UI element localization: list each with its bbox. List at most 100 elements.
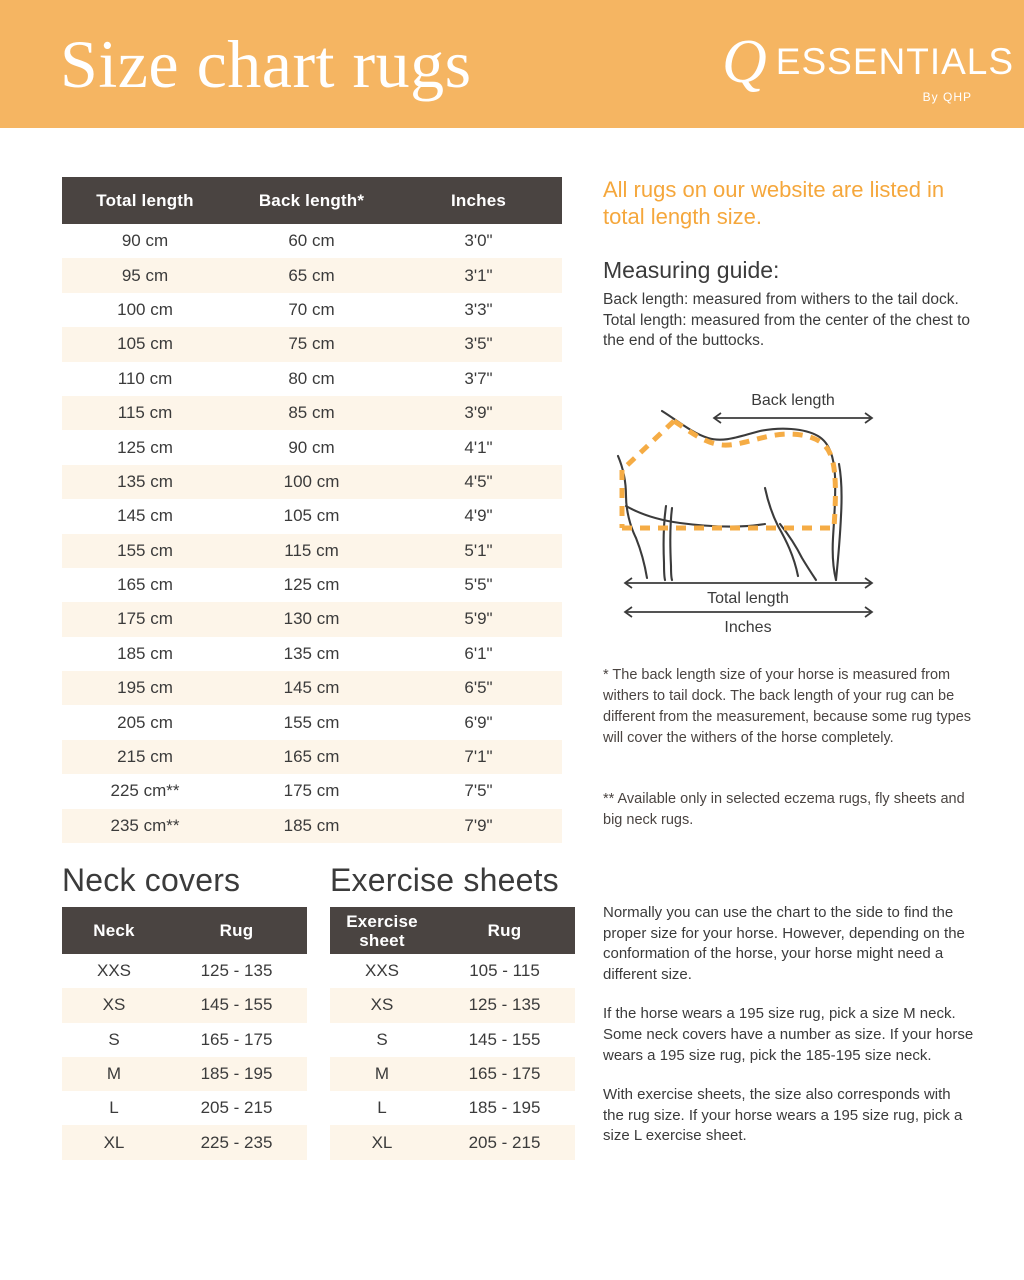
column-header-rug: Rug <box>434 907 575 954</box>
table-row: L 205 - 215 <box>62 1091 307 1125</box>
table-cell: M <box>62 1056 166 1092</box>
table-cell: 175 cm <box>283 781 340 801</box>
footnote-double-star: ** Available only in selected eczema rug… <box>603 791 965 828</box>
column-header-total-length: Total length <box>62 177 228 224</box>
rug-outline-dashed <box>619 418 838 531</box>
table-row: 90 cm 60 cm 3'0" <box>62 224 562 258</box>
table-cell: 60 cm <box>288 231 335 251</box>
table-cell: 90 cm <box>288 437 335 457</box>
neck-covers-heading: Neck covers <box>62 862 241 898</box>
table-cell: 6'1" <box>464 643 493 663</box>
accent-heading: All rugs on our website are listed in to… <box>603 177 945 229</box>
table-row: 115 cm 85 cm 3'9" <box>62 395 562 431</box>
table-cell: 235 cm** <box>62 808 228 844</box>
table-cell: 175 cm <box>62 602 228 637</box>
table-row: S 145 - 155 <box>330 1023 575 1057</box>
table-cell: 105 cm <box>283 506 340 526</box>
horse-outline <box>616 409 843 582</box>
table-cell: 70 cm <box>288 299 335 319</box>
table-cell: 185 cm <box>228 808 395 844</box>
table-cell: 145 - 155 <box>468 1029 541 1049</box>
table-cell: 155 cm <box>62 533 228 568</box>
table-cell: 85 cm <box>228 395 395 431</box>
table-row: 185 cm 135 cm 6'1" <box>62 637 562 671</box>
table-cell: 205 - 215 <box>200 1098 273 1118</box>
table-cell: L <box>377 1098 387 1118</box>
side-note-paragraph-2: If the horse wears a 195 size rug, pick … <box>603 1005 974 1064</box>
table-cell: 135 cm <box>62 464 228 500</box>
table-cell: 215 cm <box>62 739 228 775</box>
exercise-sheets-table: Exercise sheet Rug XXS 105 - 115 XS 125 - 1… <box>330 907 575 1160</box>
back-length-arrow <box>712 412 874 424</box>
table-cell: 135 cm <box>283 643 340 663</box>
table-cell: 165 - 175 <box>200 1029 273 1049</box>
table-row: S 165 - 175 <box>62 1023 307 1057</box>
table-cell: XXS <box>364 961 400 981</box>
table-cell: 80 cm <box>288 368 335 388</box>
table-cell: 3'5" <box>395 327 562 362</box>
table-cell: 205 - 215 <box>434 1125 575 1160</box>
table-cell: 155 cm <box>283 712 340 732</box>
table-header-row: Neck Rug <box>62 907 307 954</box>
footnote-single-star: * The back length size of your horse is … <box>603 667 972 746</box>
table-cell: 145 cm <box>228 671 395 706</box>
table-cell: 4'1" <box>464 437 493 457</box>
table-row: 205 cm 155 cm 6'9" <box>62 705 562 739</box>
inches-label: Inches <box>724 619 771 636</box>
table-row: M 185 - 195 <box>62 1056 307 1092</box>
table-cell: 7'1" <box>395 739 562 775</box>
table-row: 215 cm 165 cm 7'1" <box>62 739 562 775</box>
table-row: XL 205 - 215 <box>330 1125 575 1160</box>
table-cell: 3'3" <box>464 299 493 319</box>
table-cell: 165 cm <box>117 575 173 595</box>
table-cell: 95 cm <box>62 258 228 293</box>
table-cell: 125 cm <box>283 575 340 595</box>
table-cell: 165 cm <box>228 739 395 775</box>
exercise-sheets-heading: Exercise sheets <box>330 862 559 898</box>
table-row: 135 cm 100 cm 4'5" <box>62 464 562 500</box>
table-cell: 3'7" <box>464 368 493 388</box>
measuring-total-length-text: Total length: measured from the center o… <box>603 311 971 350</box>
table-cell: 115 cm <box>62 395 228 431</box>
table-cell: 125 - 135 <box>200 961 273 981</box>
column-header-line1: Exercise <box>346 911 418 931</box>
table-cell: 3'0" <box>464 231 493 251</box>
table-cell: 4'5" <box>395 464 562 500</box>
header-banner: Size chart rugs Q ESSENTIALS By QHP <box>0 0 1024 128</box>
horse-measuring-diagram: Back length Total length Inches <box>616 392 874 636</box>
table-cell: XS <box>330 988 434 1023</box>
column-header-inches: Inches <box>395 177 562 224</box>
logo-q-letter: Q <box>722 28 767 96</box>
table-cell: 4'9" <box>464 506 493 526</box>
table-cell: 225 - 235 <box>166 1125 307 1160</box>
table-cell: 7'9" <box>395 808 562 844</box>
table-header-row: Exercise sheet Rug <box>330 907 575 954</box>
side-note-paragraph-3: With exercise sheets, the size also corr… <box>603 1086 963 1145</box>
table-row: 165 cm 125 cm 5'5" <box>62 568 562 602</box>
table-cell: 115 cm <box>228 533 395 568</box>
table-row: 145 cm 105 cm 4'9" <box>62 499 562 533</box>
table-cell: 5'5" <box>464 575 493 595</box>
measuring-back-length-text: Back length: measured from withers to th… <box>603 291 959 308</box>
table-row: 225 cm** 175 cm 7'5" <box>62 774 562 808</box>
table-row: 195 cm 145 cm 6'5" <box>62 671 562 706</box>
table-cell: L <box>109 1098 119 1118</box>
table-row: 95 cm 65 cm 3'1" <box>62 258 562 293</box>
table-cell: 195 cm <box>62 671 228 706</box>
table-cell: 130 cm <box>228 602 395 637</box>
table-cell: 165 - 175 <box>434 1056 575 1092</box>
column-header-exercise-sheet: Exercise sheet <box>330 907 434 954</box>
table-row: L 185 - 195 <box>330 1091 575 1125</box>
table-row: 235 cm** 185 cm 7'9" <box>62 808 562 844</box>
table-cell: S <box>376 1029 388 1049</box>
logo-wordmark: ESSENTIALS <box>775 41 1015 82</box>
table-cell: 225 cm** <box>110 781 180 801</box>
table-row: 105 cm 75 cm 3'5" <box>62 327 562 362</box>
table-cell: 105 - 115 <box>469 961 540 981</box>
table-cell: S <box>108 1029 120 1049</box>
table-cell: 100 cm <box>117 299 173 319</box>
logo-subtitle: By QHP <box>922 90 972 104</box>
column-header-neck: Neck <box>62 907 166 954</box>
table-cell: 3'9" <box>395 395 562 431</box>
table-cell: 125 - 135 <box>434 988 575 1023</box>
